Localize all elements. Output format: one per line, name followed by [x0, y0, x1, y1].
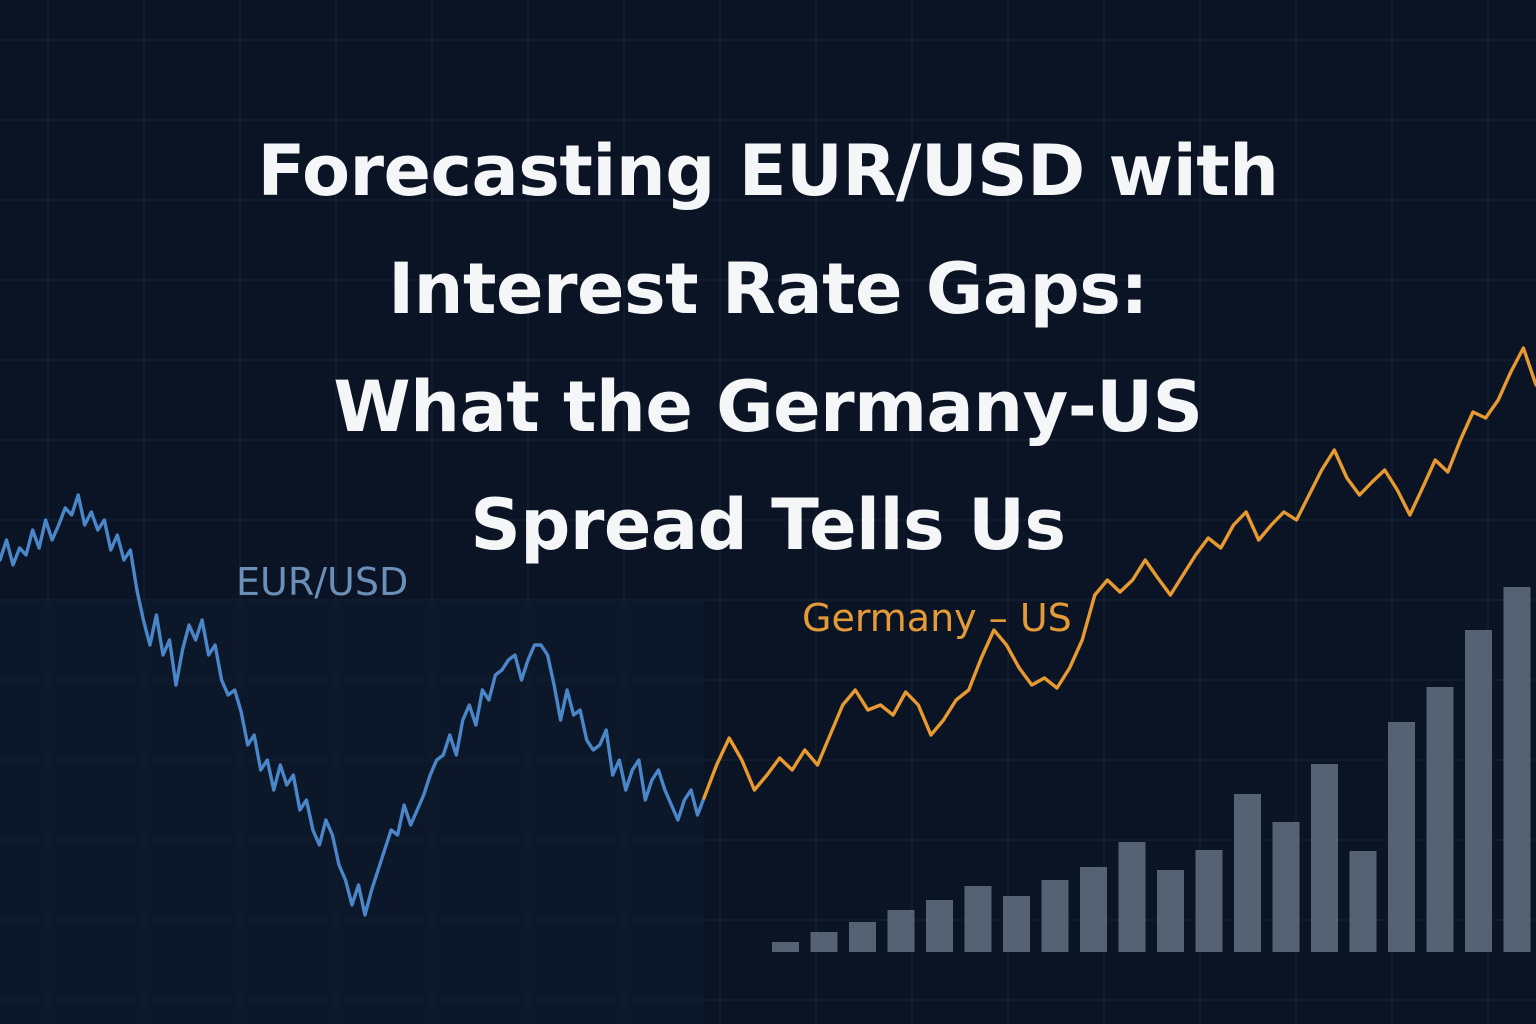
- bar: [772, 942, 799, 952]
- bar: [1041, 880, 1069, 952]
- title-line-4: Spread Tells Us: [470, 484, 1066, 566]
- chart-title: Forecasting EUR/USD with Interest Rate G…: [0, 112, 1536, 584]
- bar: [1118, 842, 1146, 952]
- bar: [1388, 722, 1415, 952]
- bar: [887, 910, 915, 952]
- bar-series: [772, 587, 1531, 952]
- bar: [1465, 630, 1492, 952]
- line-series: [0, 346, 1536, 917]
- bar: [1349, 851, 1377, 952]
- spread-series-label: Germany – US: [802, 596, 1072, 640]
- bar: [1234, 794, 1261, 952]
- area-shade: [0, 600, 704, 1024]
- shade-panel: [0, 600, 704, 1024]
- bar: [1503, 587, 1531, 952]
- bar: [1195, 850, 1223, 952]
- eurusd-series-label: EUR/USD: [236, 560, 409, 604]
- bar: [1272, 822, 1300, 952]
- bar: [1311, 764, 1338, 952]
- bar: [964, 886, 992, 952]
- bar: [1080, 867, 1107, 952]
- bar: [849, 922, 876, 952]
- bar: [810, 932, 838, 952]
- title-line-1: Forecasting EUR/USD with: [257, 130, 1279, 212]
- bar: [1003, 896, 1030, 952]
- bar: [1157, 870, 1184, 952]
- bar: [926, 900, 953, 952]
- eurusd-line: [0, 493, 706, 917]
- bar: [1426, 687, 1454, 952]
- title-line-2: Interest Rate Gaps:: [388, 248, 1148, 330]
- spread-line: [702, 346, 1536, 800]
- title-line-3: What the Germany-US: [333, 366, 1203, 448]
